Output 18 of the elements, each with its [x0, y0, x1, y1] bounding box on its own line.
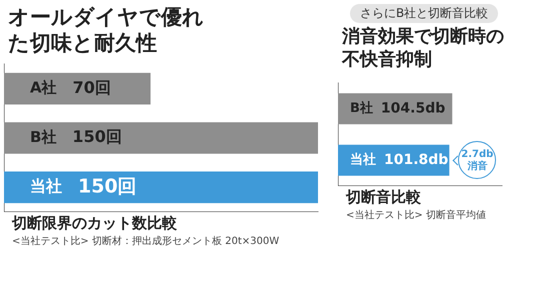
- chart-title: 消音効果で切断時の不快音抑制: [342, 25, 505, 71]
- chart-title: オールダイヤで優れた切味と耐久性: [8, 4, 204, 56]
- text: 切断限界のカット数比較: [12, 214, 178, 233]
- data-label: 104.5db: [380, 100, 446, 116]
- text: 切断音比較: [346, 188, 422, 207]
- annotation: 2.7db 消音: [461, 148, 494, 172]
- text: <当社テスト比> 切断音平均値: [346, 208, 487, 222]
- text: <当社テスト比> 切断材：押出成形セメント板 20t×300W: [12, 234, 280, 248]
- data-label: 150回: [78, 175, 137, 198]
- data-label: 150回: [72, 127, 122, 146]
- category-label: 当社: [350, 152, 376, 168]
- data-label: 101.8db: [384, 152, 448, 168]
- category-label: 当社: [30, 176, 62, 196]
- category-label: B社: [350, 101, 373, 116]
- data-label: 70回: [72, 78, 111, 97]
- category-label: A社: [30, 78, 57, 97]
- category-label: B社: [30, 128, 56, 146]
- chart-subtitle: さらにB社と切断音比較: [350, 4, 498, 23]
